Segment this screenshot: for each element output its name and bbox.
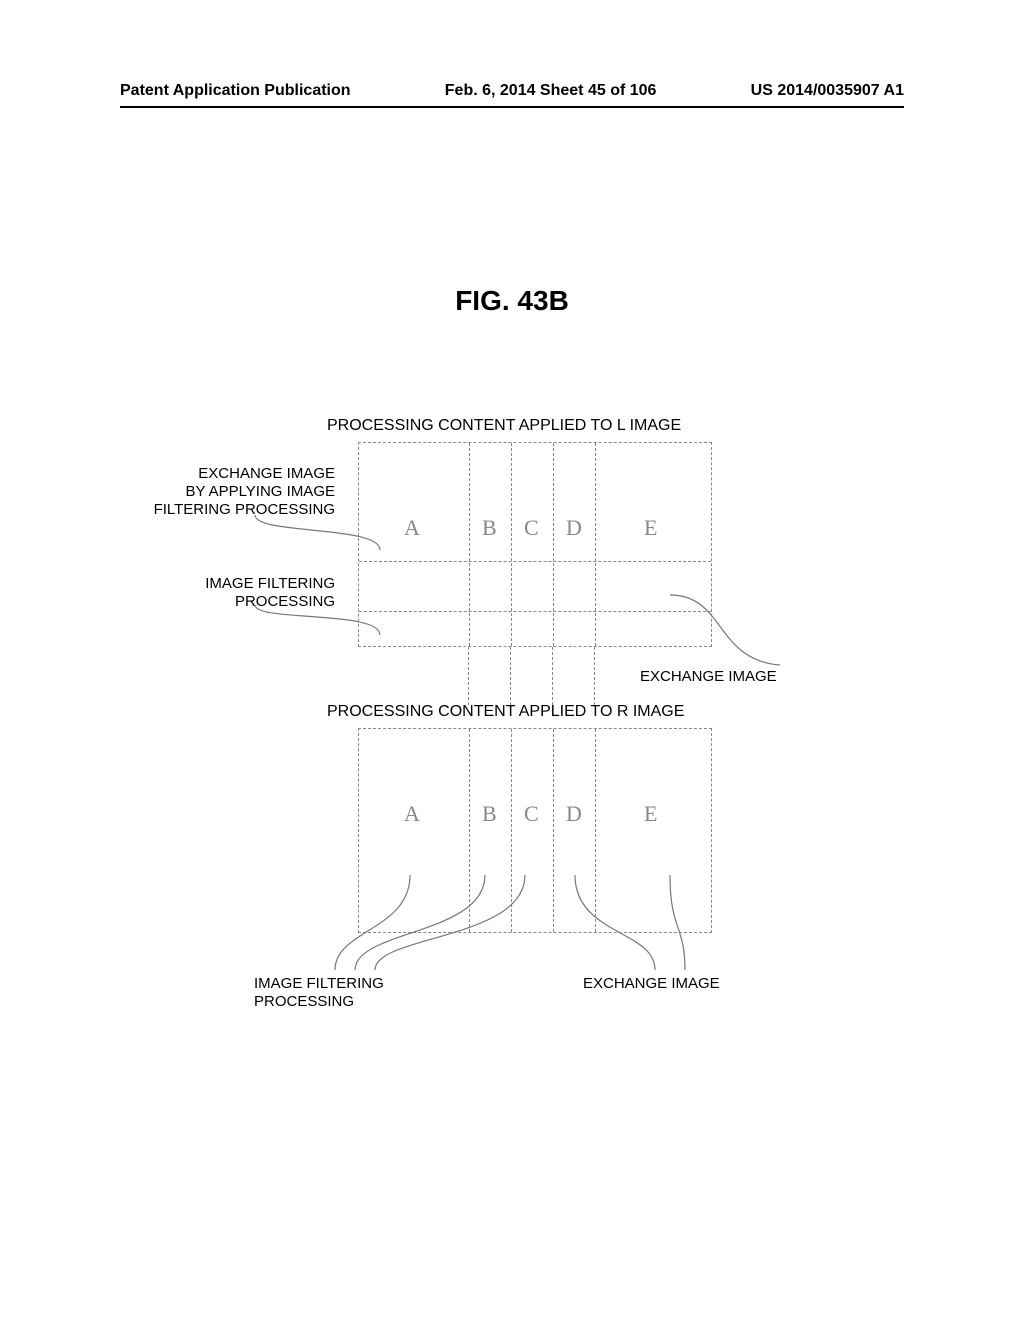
horizontal-split xyxy=(359,611,711,612)
header-center: Feb. 6, 2014 Sheet 45 of 106 xyxy=(445,82,657,100)
pointer-bottom-left-group xyxy=(320,870,540,980)
zone-label-e: E xyxy=(644,515,657,541)
zone-label-d: D xyxy=(566,801,582,827)
zone-label-b: B xyxy=(482,515,497,541)
continuation-line xyxy=(552,647,553,705)
zone-divider xyxy=(553,729,554,932)
zone-divider xyxy=(595,443,596,646)
top-label-lower-line1: IMAGE FILTERING xyxy=(205,575,335,592)
zone-label-b: B xyxy=(482,801,497,827)
pointer-top-right xyxy=(665,590,785,680)
top-label-upper-line2: BY APPLYING IMAGE xyxy=(185,483,335,500)
zone-divider xyxy=(553,443,554,646)
top-label-upper-line1: EXCHANGE IMAGE xyxy=(198,465,335,482)
header-right: US 2014/0035907 A1 xyxy=(751,82,904,100)
zone-label-c: C xyxy=(524,801,539,827)
zone-label-c: C xyxy=(524,515,539,541)
continuation-line xyxy=(594,647,595,705)
zone-label-d: D xyxy=(566,515,582,541)
zone-label-e: E xyxy=(644,801,657,827)
figure-title: FIG. 43B xyxy=(0,285,1024,317)
bottom-left-label: IMAGE FILTERING PROCESSING xyxy=(254,975,384,1011)
zone-label-a: A xyxy=(404,801,420,827)
zone-label-a: A xyxy=(404,515,420,541)
zone-divider xyxy=(469,443,470,646)
pointer-top-lower xyxy=(250,600,390,650)
top-diagram-title: PROCESSING CONTENT APPLIED TO L IMAGE xyxy=(327,417,681,435)
horizontal-split xyxy=(359,561,711,562)
bottom-diagram-title: PROCESSING CONTENT APPLIED TO R IMAGE xyxy=(327,703,684,721)
header-left: Patent Application Publication xyxy=(120,82,351,100)
pointer-top-upper xyxy=(250,510,390,570)
continuation-line xyxy=(510,647,511,705)
top-l-image-box: A B C D E xyxy=(358,442,712,647)
bottom-left-label-line2: PROCESSING xyxy=(254,993,354,1010)
header-rule xyxy=(120,106,904,108)
pointer-bottom-right-group xyxy=(555,870,755,980)
page-header: Patent Application Publication Feb. 6, 2… xyxy=(0,82,1024,100)
zone-divider xyxy=(511,443,512,646)
continuation-line xyxy=(468,647,469,705)
